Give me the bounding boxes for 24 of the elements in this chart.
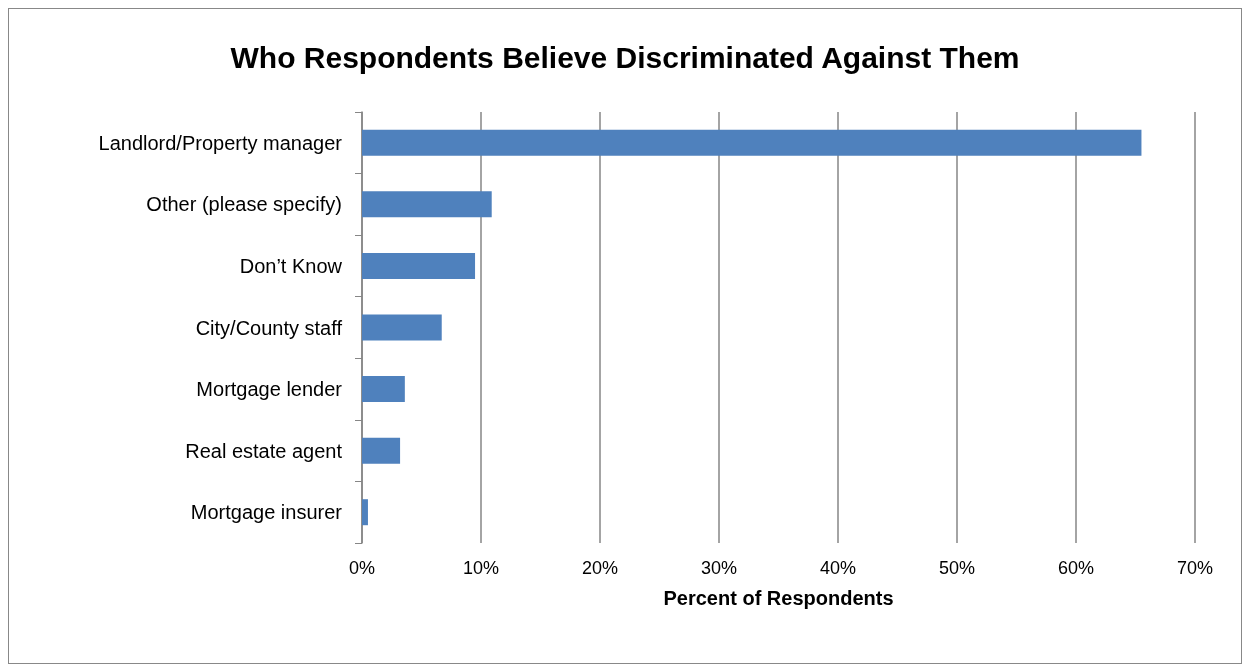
x-tick-label: 40% — [819, 558, 857, 578]
y-tick-label: Real estate agent — [185, 439, 343, 462]
x-tick-label: 10% — [462, 558, 500, 578]
y-tick-label: Mortgage lender — [196, 378, 343, 401]
chart-title: Who Respondents Believe Discriminated Against Them — [230, 40, 1020, 74]
x-tick-label: 50% — [938, 558, 976, 578]
y-tick-label: Landlord/Property manager — [98, 131, 343, 154]
bar — [362, 191, 492, 218]
x-tick-label: 30% — [700, 558, 738, 578]
bar — [362, 376, 405, 403]
x-tick-label: 20% — [581, 558, 619, 578]
bar — [362, 252, 476, 279]
bar — [362, 314, 442, 341]
x-tick-label: 70% — [1176, 558, 1214, 578]
y-tick-label: Mortgage insurer — [190, 501, 343, 524]
x-tick-label: 60% — [1057, 558, 1095, 578]
x-tick-label: 0% — [348, 558, 376, 578]
y-tick-label: City/County staff — [195, 316, 343, 339]
bar — [362, 129, 1142, 156]
y-tick-label: Don’t Know — [239, 254, 343, 277]
x-axis-title: Percent of Respondents — [663, 587, 894, 609]
y-tick-label: Other (please specify) — [146, 193, 342, 216]
bar — [362, 499, 368, 526]
bar — [362, 437, 401, 464]
